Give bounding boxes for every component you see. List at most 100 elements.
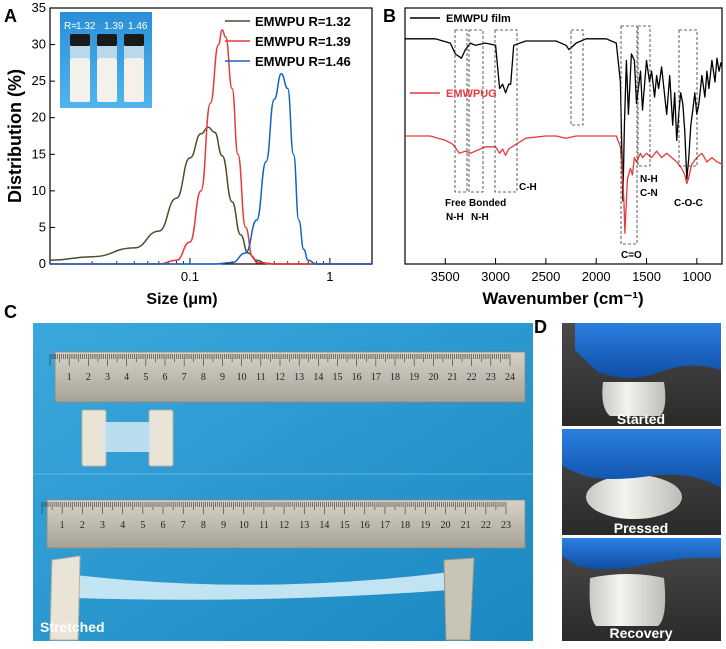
anno-cn: C-N [640, 188, 658, 199]
chart-a-ytick-label: 30 [32, 37, 46, 52]
panel-letter-c: C [4, 302, 17, 322]
ruler-bottom: 1 2 3 4 5 6 7 8 9 10 11 12 13 14 15 16 17 18 19 20 21 22 23 [41, 499, 526, 549]
chart-a-legend: EMWPU R=1.32 EMWPU R=1.39 EMWPU R=1.46 [225, 14, 351, 69]
ruler-number: 23 [501, 520, 511, 531]
ruler-number: 18 [400, 520, 410, 531]
ruler-number: 14 [319, 520, 329, 531]
ruler-number: 21 [461, 520, 471, 531]
ruler-number: 19 [420, 520, 430, 531]
chart-b-series-line-2 [405, 135, 723, 234]
ruler-number: 12 [275, 372, 285, 383]
chart-b-xtick-label: 1000 [682, 269, 711, 284]
ruler-number: 20 [428, 372, 438, 383]
photo-d: Started Pressed Recovery [562, 323, 721, 641]
ruler-number: 18 [390, 372, 400, 383]
ruler-bottom-ticks: 1 2 3 4 5 6 7 8 9 10 11 12 13 14 15 16 17 18 19 20 21 22 23 [41, 502, 511, 531]
panel-letter-a: A [4, 6, 17, 26]
ruler-number: 12 [279, 520, 289, 531]
band-box-coc [678, 29, 698, 167]
chart-a-ytick-label: 20 [32, 110, 46, 125]
chart-a-series [49, 29, 372, 265]
anno-bonded: Bonded [469, 198, 506, 209]
vial-2 [97, 34, 117, 102]
label-started: Started [617, 411, 665, 427]
photo-d-recovery: Recovery [562, 538, 721, 641]
legend-label-r139: EMWPU R=1.39 [255, 34, 351, 49]
chart-a-ylabel: Distribution (%) [5, 69, 25, 203]
chart-a-series-line-2 [50, 29, 372, 265]
inset-label-prefix: R= [64, 21, 77, 32]
ruler-number: 14 [313, 372, 323, 383]
ruler-number: 4 [124, 372, 129, 383]
band-box-nh-cn [637, 25, 651, 167]
vial-3 [124, 34, 144, 102]
ruler-number: 7 [182, 372, 187, 383]
ruler-number: 17 [380, 520, 390, 531]
band-box-free-nh [454, 29, 468, 193]
band-box-ch [494, 29, 518, 193]
ruler-number: 11 [256, 372, 266, 383]
anno-bonded-nh: N-H [471, 212, 489, 223]
sample-unstretched [81, 409, 174, 467]
ruler-number: 10 [239, 520, 249, 531]
ruler-number: 1 [67, 372, 72, 383]
chart-b-xtick-label: 1500 [632, 269, 661, 284]
chart-a-ytick-label: 25 [32, 73, 46, 88]
ruler-number: 6 [163, 372, 168, 383]
panel-letter-b: B [383, 6, 396, 26]
ruler-top-ticks: 1 2 3 4 5 6 7 8 9 10 11 12 13 14 15 16 17 18 19 20 21 22 23 24 [49, 354, 515, 383]
ruler-number: 23 [486, 372, 496, 383]
chart-b-band-boxes [454, 25, 698, 245]
anno-co: C=O [621, 250, 642, 261]
photo-d-pressed: Pressed [562, 429, 721, 536]
ruler-number: 7 [181, 520, 186, 531]
ruler-number: 1 [60, 520, 65, 531]
ruler-number: 2 [86, 372, 91, 383]
chart-a-ytick-label: 10 [32, 183, 46, 198]
ruler-number: 3 [105, 372, 110, 383]
ruler-number: 8 [201, 372, 206, 383]
ruler-number: 10 [237, 372, 247, 383]
inset-ratio-2: 1.39 [104, 21, 124, 32]
chart-a-ytick-label: 5 [39, 219, 46, 234]
photo-c: 1 2 3 4 5 6 7 8 9 10 11 12 13 14 15 16 17 18 19 20 21 22 23 24 … [33, 323, 533, 641]
chart-b-legend: EMWPU film EMWPUG [410, 13, 511, 100]
band-box-co [620, 25, 638, 245]
ruler-number: 8 [201, 520, 206, 531]
band-box-2270 [570, 29, 584, 126]
chart-b-series-line-1 [405, 38, 723, 202]
ruler-number: 2 [80, 520, 85, 531]
ruler-number: 5 [143, 372, 148, 383]
label-recovery: Recovery [609, 625, 672, 641]
ruler-number: 3 [100, 520, 105, 531]
legend-label-gel: EMWPUG [446, 88, 497, 100]
chart-b-x-ticks: 3500 3000 2500 2000 1500 1000 [431, 258, 711, 284]
inset-ratio-3: 1.46 [128, 21, 148, 32]
ruler-number: 21 [448, 372, 458, 383]
ruler-number: 9 [221, 520, 226, 531]
chart-a-xtick-label: 1 [326, 269, 333, 284]
chart-b-xtick-label: 3000 [481, 269, 510, 284]
chart-a-series-line-1 [49, 126, 372, 265]
chart-a: 0 5 10 15 20 25 30 35 0.1 1 Size (μm) Distributi… [5, 0, 373, 308]
chart-b-xlabel: Wavenumber (cm⁻¹) [482, 289, 643, 308]
anno-free-nh: N-H [446, 212, 464, 223]
ruler-number: 4 [120, 520, 125, 531]
ruler-number: 22 [481, 520, 491, 531]
ruler-number: 17 [371, 372, 381, 383]
legend-label-r146: EMWPU R=1.46 [255, 54, 351, 69]
label-pressed: Pressed [614, 520, 668, 536]
ruler-number: 16 [360, 520, 370, 531]
ruler-top: 1 2 3 4 5 6 7 8 9 10 11 12 13 14 15 16 17 18 19 20 21 22 23 24 [49, 351, 526, 403]
ruler-number: 16 [352, 372, 362, 383]
chart-a-y-ticks: 0 5 10 15 20 25 30 35 [32, 0, 55, 271]
ruler-number: 22 [467, 372, 477, 383]
chart-a-series-line-3 [50, 73, 372, 265]
legend-label-r132: EMWPU R=1.32 [255, 14, 351, 29]
ruler-number: 13 [299, 520, 309, 531]
chart-a-xlabel: Size (μm) [146, 291, 217, 308]
chart-a-xtick-label: 0.1 [181, 269, 199, 284]
photo-d-started: Started [562, 323, 721, 427]
ruler-number: 15 [333, 372, 343, 383]
